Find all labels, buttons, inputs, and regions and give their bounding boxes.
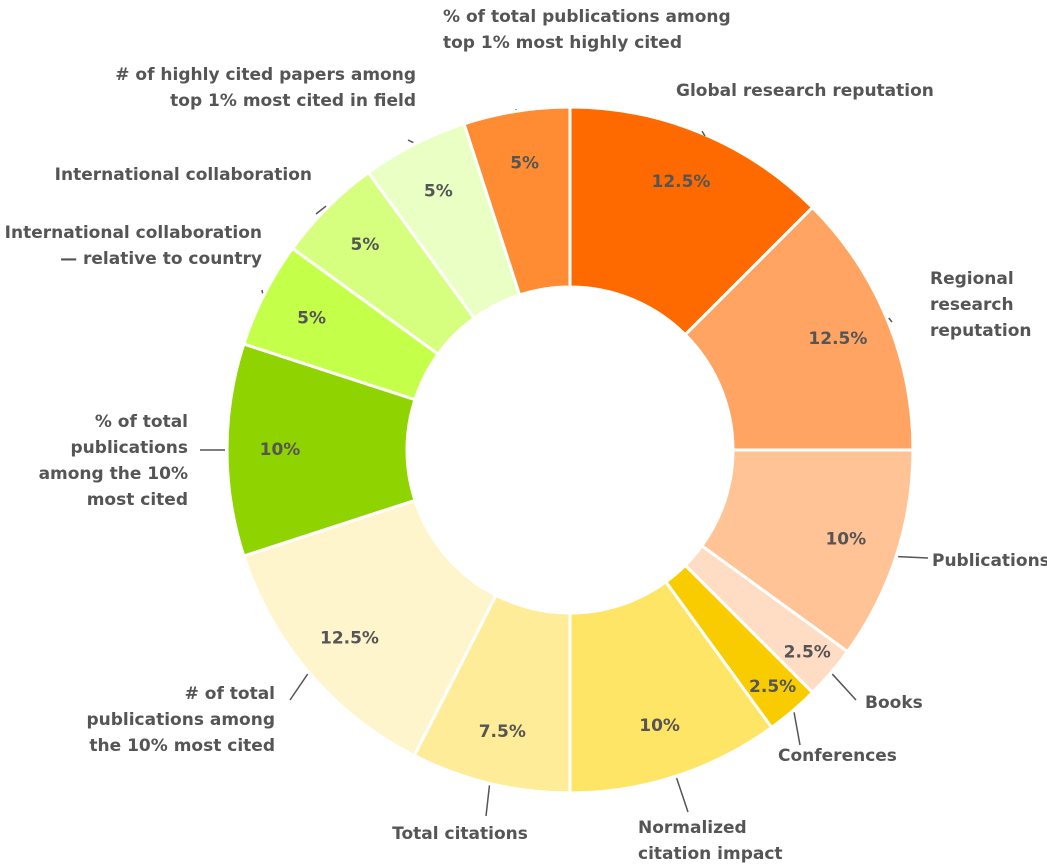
donut-segment <box>683 205 915 452</box>
leader-line <box>261 289 264 294</box>
leader-line <box>793 712 801 746</box>
category-label: Total citations <box>392 824 528 844</box>
value-label: 12.5% <box>808 329 867 349</box>
value-label: 5% <box>297 308 326 328</box>
value-label: 5% <box>351 235 380 255</box>
leader-line <box>898 555 929 559</box>
donut-segment <box>568 105 815 337</box>
value-label: 5% <box>510 154 539 174</box>
leader-line <box>407 139 414 144</box>
leader-line <box>831 673 857 701</box>
category-label: Books <box>865 693 923 713</box>
category-label: Publications <box>932 551 1047 571</box>
value-label: 10% <box>825 530 866 550</box>
value-label: 5% <box>424 182 453 202</box>
leader-line <box>675 777 689 813</box>
value-label: 7.5% <box>479 722 526 742</box>
value-label: 12.5% <box>651 172 710 192</box>
category-label: Normalized citation impact <box>638 818 783 864</box>
category-label: % of total publications among the 10% mo… <box>38 412 188 510</box>
value-label: 2.5% <box>784 643 831 663</box>
category-label: International collaboration <box>54 165 312 185</box>
value-label: 2.5% <box>749 677 796 697</box>
category-label: Regional research reputation <box>930 269 1032 341</box>
leader-line <box>701 130 706 137</box>
leader-line <box>315 205 327 215</box>
category-label: Conferences <box>778 746 897 766</box>
leader-line <box>289 673 309 701</box>
category-label: # of highly cited papers among top 1% mo… <box>115 65 416 111</box>
category-label: International collaboration — relative t… <box>4 223 262 269</box>
value-label: 10% <box>260 440 301 460</box>
value-label: 12.5% <box>320 628 379 648</box>
donut-segment <box>241 498 499 758</box>
value-label: 10% <box>639 716 680 736</box>
category-label: # of total publications among the 10% mo… <box>86 684 275 756</box>
category-label: Global research reputation <box>676 81 934 101</box>
leader-line <box>485 785 491 817</box>
leader-line <box>888 317 893 323</box>
donut-segment <box>462 105 572 297</box>
category-label: % of total publications among top 1% mos… <box>443 7 731 53</box>
